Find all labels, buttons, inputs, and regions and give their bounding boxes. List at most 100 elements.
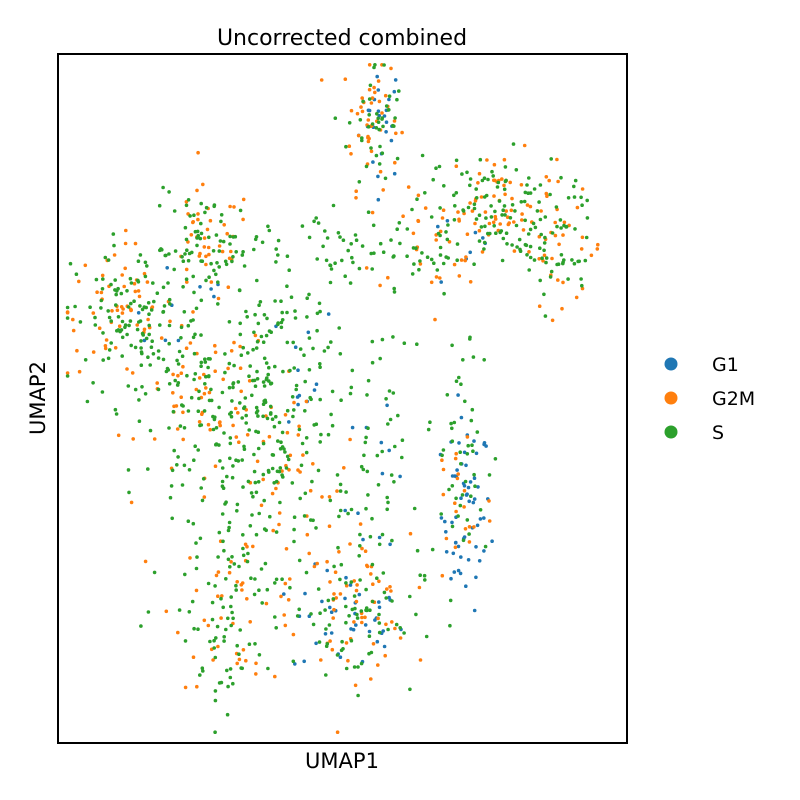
point-s bbox=[370, 516, 374, 521]
point-s bbox=[164, 369, 169, 374]
point-g2m bbox=[359, 105, 363, 109]
point-g2m bbox=[589, 253, 594, 258]
point-g1 bbox=[325, 568, 330, 573]
point-g1 bbox=[490, 539, 494, 543]
point-s bbox=[241, 533, 245, 537]
point-s bbox=[317, 301, 322, 306]
point-g1 bbox=[350, 425, 355, 430]
point-s bbox=[144, 305, 148, 310]
point-s bbox=[228, 456, 232, 461]
point-g2m bbox=[328, 580, 332, 584]
point-s bbox=[215, 624, 220, 629]
point-s bbox=[290, 395, 295, 399]
point-g2m bbox=[502, 183, 506, 188]
point-g2m bbox=[176, 630, 180, 635]
point-s bbox=[255, 377, 260, 381]
point-s bbox=[185, 373, 189, 378]
point-s bbox=[355, 612, 359, 617]
point-s bbox=[445, 393, 450, 397]
point-g1 bbox=[436, 224, 440, 229]
point-s bbox=[482, 240, 487, 245]
point-s bbox=[211, 249, 216, 253]
point-g2m bbox=[254, 661, 258, 666]
point-s bbox=[212, 638, 216, 643]
point-s bbox=[331, 203, 336, 208]
point-s bbox=[370, 562, 375, 567]
point-s bbox=[473, 484, 477, 489]
point-s bbox=[454, 158, 459, 163]
point-s bbox=[222, 635, 226, 639]
point-s bbox=[261, 414, 265, 419]
point-s bbox=[400, 455, 404, 460]
point-g2m bbox=[364, 266, 369, 270]
point-s bbox=[245, 559, 250, 564]
point-s bbox=[356, 665, 360, 669]
point-s bbox=[175, 358, 179, 363]
point-g2m bbox=[71, 328, 76, 333]
point-s bbox=[452, 218, 457, 222]
point-s bbox=[280, 310, 285, 315]
point-s bbox=[371, 223, 376, 228]
point-s bbox=[228, 667, 233, 671]
point-g2m bbox=[334, 596, 339, 600]
point-s bbox=[288, 368, 292, 373]
point-s bbox=[385, 507, 390, 512]
point-s bbox=[237, 564, 241, 569]
point-s bbox=[192, 626, 196, 631]
point-g2m bbox=[440, 458, 444, 463]
point-s bbox=[161, 357, 166, 362]
point-s bbox=[217, 265, 221, 269]
point-g2m bbox=[220, 249, 225, 254]
point-s bbox=[227, 361, 232, 366]
point-s bbox=[214, 636, 218, 640]
point-s bbox=[181, 259, 186, 264]
point-s bbox=[504, 231, 509, 235]
point-s bbox=[395, 156, 400, 161]
point-s bbox=[195, 236, 199, 240]
point-g1 bbox=[443, 519, 447, 524]
point-s bbox=[472, 202, 477, 206]
point-g2m bbox=[440, 573, 445, 578]
point-g2m bbox=[417, 585, 422, 590]
point-s bbox=[193, 229, 198, 234]
point-g2m bbox=[512, 220, 516, 224]
point-s bbox=[377, 630, 382, 635]
point-g1 bbox=[377, 605, 382, 610]
point-s bbox=[230, 399, 234, 403]
point-s bbox=[343, 274, 348, 279]
point-s bbox=[380, 449, 385, 454]
point-g2m bbox=[159, 336, 164, 340]
point-g2m bbox=[206, 422, 211, 427]
point-s bbox=[213, 698, 218, 703]
point-s bbox=[125, 332, 129, 337]
point-s bbox=[181, 404, 185, 408]
point-g2m bbox=[236, 411, 240, 415]
point-s bbox=[234, 588, 238, 592]
point-s bbox=[235, 643, 239, 648]
point-s bbox=[452, 420, 457, 425]
point-s bbox=[329, 412, 333, 417]
point-s bbox=[349, 242, 354, 246]
point-s bbox=[314, 526, 318, 530]
point-s bbox=[276, 238, 281, 243]
point-s bbox=[317, 640, 322, 644]
point-s bbox=[381, 124, 385, 129]
point-g1 bbox=[287, 420, 291, 424]
point-s bbox=[199, 201, 203, 206]
point-g2m bbox=[273, 674, 277, 679]
point-s bbox=[474, 217, 479, 221]
point-g2m bbox=[251, 544, 255, 549]
point-g2m bbox=[122, 284, 126, 289]
point-s bbox=[408, 594, 412, 599]
point-s bbox=[494, 231, 498, 235]
point-s bbox=[225, 668, 229, 673]
point-g2m bbox=[207, 252, 211, 257]
point-g2m bbox=[509, 208, 514, 213]
point-s bbox=[291, 414, 295, 419]
point-g1 bbox=[306, 330, 311, 335]
point-s bbox=[206, 365, 210, 370]
point-s bbox=[424, 634, 429, 639]
point-g2m bbox=[320, 495, 324, 499]
point-s bbox=[101, 358, 105, 362]
point-s bbox=[172, 267, 176, 272]
